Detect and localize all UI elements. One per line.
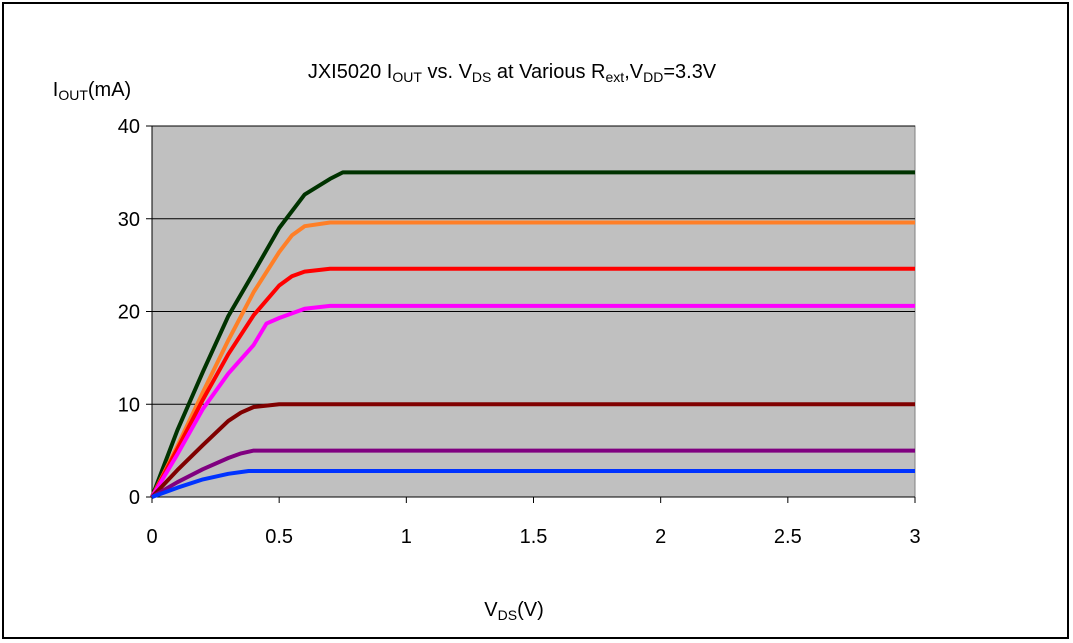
label-part: at Various R — [491, 61, 605, 83]
y-tick-label: 10 — [118, 394, 140, 416]
series-line-6 — [150, 448, 915, 499]
y-axis-label: IOUT(mA) — [53, 79, 131, 103]
label-part: vs. V — [422, 61, 473, 83]
label-part: =3.3V — [663, 61, 716, 83]
series-line-5 — [150, 402, 915, 499]
y-tick-label: 0 — [129, 487, 140, 509]
x-tick-label: 1.5 — [520, 526, 548, 548]
plot-area: 0 10 20 30 40 0 0.5 1 1.5 2 2.5 3 — [118, 116, 921, 548]
chart-title: JXI5020 IOUT vs. VDS at Various Rext,VDD… — [308, 61, 717, 85]
x-tick-label: 0 — [146, 526, 157, 548]
series-line-4 — [150, 303, 915, 499]
x-axis-label: VDS(V) — [484, 599, 543, 623]
label-part: DS — [498, 607, 517, 623]
series-line-3 — [150, 266, 915, 498]
label-part: ext — [606, 69, 625, 85]
x-tick-label: 1 — [401, 526, 412, 548]
series-line-7 — [151, 469, 915, 499]
label-part: DS — [472, 69, 491, 85]
label-part: I — [53, 79, 59, 101]
y-tick-label: 40 — [118, 116, 140, 138]
x-tick-label: 0.5 — [265, 526, 293, 548]
y-tick-label: 20 — [118, 302, 140, 324]
label-part: DD — [643, 69, 663, 85]
x-tick-label: 2 — [655, 526, 666, 548]
label-part: (V) — [517, 599, 544, 621]
label-part: ,V — [624, 61, 644, 83]
series-line-2 — [150, 220, 915, 498]
label-part: OUT — [58, 87, 88, 103]
label-part: (mA) — [88, 79, 131, 101]
x-tick-label: 2.5 — [774, 526, 802, 548]
chart-svg: JXI5020 IOUT vs. VDS at Various Rext,VDD… — [53, 61, 921, 623]
label-part: JXI5020 I — [308, 61, 393, 83]
series-line-1 — [150, 170, 915, 498]
label-part: OUT — [392, 69, 422, 85]
label-part: V — [484, 599, 498, 621]
x-tick-label: 3 — [909, 526, 920, 548]
y-tick-label: 30 — [118, 209, 140, 231]
